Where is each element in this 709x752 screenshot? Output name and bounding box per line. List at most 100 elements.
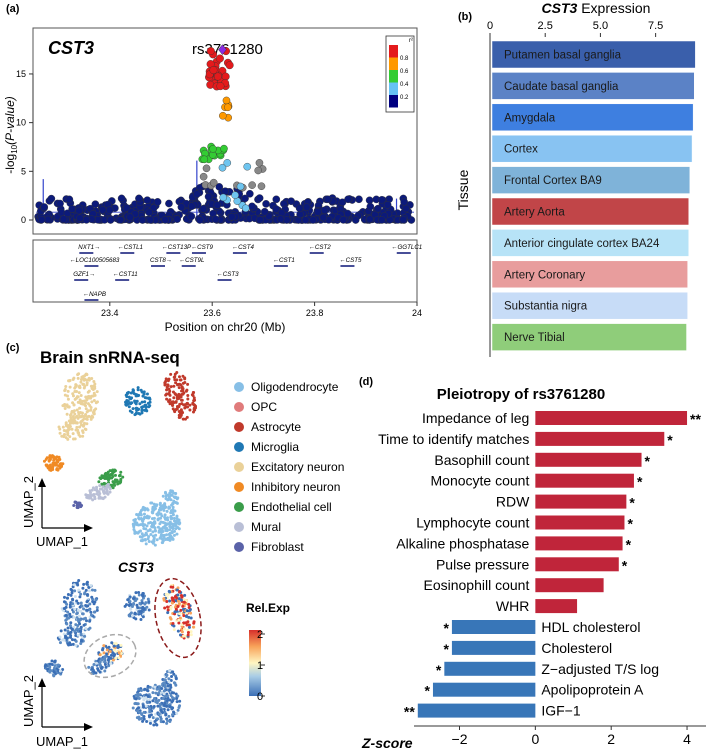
umap-expr-point: [76, 608, 80, 612]
umap-expr-point-mid: [119, 643, 123, 647]
celltype-legend-label: Inhibitory neuron: [251, 480, 340, 494]
umap-point-oligo: [171, 505, 175, 509]
umap-expr-point: [167, 677, 171, 681]
d-sig-marker: *: [667, 432, 673, 448]
umap-expr-point: [81, 612, 85, 616]
umap-point-oligo: [165, 533, 169, 537]
umap-point-excitatory: [71, 421, 75, 425]
umap-expr-point-high: [166, 605, 170, 609]
umap-point-oligo: [138, 535, 142, 539]
a-snp-point: [301, 216, 310, 224]
umap-point-microglia: [143, 396, 147, 400]
gene-label: ←GGTLC1: [391, 244, 422, 251]
a-snp-point: [213, 201, 222, 209]
umap-point-inhibitory: [46, 465, 50, 469]
umap-point-oligo: [163, 517, 167, 521]
umap-expr-point-high: [162, 597, 166, 601]
d-bar-label: Apolipoprotein A: [541, 682, 644, 698]
umap-expr-point: [129, 611, 133, 615]
umap-expr-point: [95, 661, 99, 665]
umap-point-oligo: [162, 533, 166, 537]
umap-point-microglia: [140, 411, 144, 415]
umap-expr-point: [79, 632, 83, 636]
umap-point-oligo: [147, 540, 151, 544]
a-snp-point: [211, 215, 220, 224]
panel-b-title-gene: CST3: [542, 0, 578, 16]
a-snp-point-red: [225, 61, 234, 70]
gene-label: ←CST1: [273, 257, 295, 264]
umap-point-endothelial: [113, 483, 117, 487]
umap-expr-point: [72, 583, 76, 587]
umap-point-excitatory: [86, 390, 90, 394]
umap-point-excitatory: [58, 427, 62, 431]
umap-point-astrocyte: [194, 404, 198, 408]
umap-expr-point: [71, 642, 75, 646]
umap-point-astrocyte: [181, 417, 185, 421]
umap-expr-point: [100, 665, 104, 669]
b-bar-label: Cortex: [504, 144, 538, 156]
umap-point-astrocyte: [175, 407, 179, 411]
umap-expr-point-high: [180, 595, 184, 599]
umap-expr-point: [70, 627, 74, 631]
umap-expr-point-high: [182, 600, 186, 604]
umap-point-microglia: [124, 400, 128, 404]
a-snp-point: [378, 196, 386, 204]
umap-expr-point: [131, 706, 135, 710]
umap-expr-point: [66, 610, 70, 614]
gene-label: ←CST9L: [179, 257, 205, 264]
umap-point-excitatory: [61, 425, 65, 429]
umap-point-inhibitory: [57, 458, 61, 462]
umap-point-endothelial: [118, 473, 122, 477]
a-snp-point-ltblue: [219, 193, 228, 202]
umap-expr-point-mid: [109, 653, 113, 657]
umap-expr-point: [152, 723, 156, 727]
umap-point-oligo: [148, 528, 152, 532]
umap-point-astrocyte: [177, 386, 181, 390]
umap-expr-point-high: [177, 597, 181, 601]
upper-umap2-label: UMAP_2: [21, 476, 36, 528]
umap-expr-point-high: [189, 633, 193, 637]
umap-expr-point: [76, 601, 80, 605]
b-bar: [491, 40, 696, 69]
celltype-legend-label: Excitatory neuron: [251, 460, 344, 474]
a-snp-point-red: [216, 82, 225, 91]
umap-expr-point: [160, 686, 164, 690]
umap-point-excitatory: [66, 426, 70, 430]
umap-point-excitatory: [77, 372, 81, 376]
umap-expr-point-high: [168, 590, 172, 594]
umap-expr-point: [168, 705, 172, 709]
umap-expr-point: [82, 582, 86, 586]
umap-point-inhibitory: [45, 456, 49, 460]
umap-expr-point: [151, 691, 155, 695]
gene-label: ←CST9: [191, 244, 214, 251]
umap-expr-point: [136, 605, 140, 609]
r2-legend-swatch: [389, 70, 398, 83]
umap-expr-point-high: [187, 623, 191, 627]
umap-expr-point-high: [178, 589, 182, 593]
umap-expr-point: [178, 704, 182, 708]
a-snp-point: [47, 194, 56, 203]
umap-expr-point: [69, 593, 73, 597]
umap-point-mural: [106, 482, 110, 486]
umap-point-oligo: [169, 509, 173, 513]
a-snp-point: [295, 204, 304, 213]
umap-point-microglia: [139, 388, 143, 392]
umap-expr-point: [167, 680, 171, 684]
umap-point-astrocyte: [181, 411, 185, 415]
umap-point-excitatory: [58, 431, 62, 435]
umap-point-inhibitory: [49, 455, 53, 459]
umap-expr-point: [82, 607, 86, 611]
umap-point-oligo: [168, 531, 172, 535]
umap-point-inhibitory: [51, 461, 55, 465]
panel-c-gene-title: CST3: [118, 559, 154, 575]
umap-point-astrocyte: [175, 404, 179, 408]
panel-c-umap-expression: [43, 579, 196, 727]
gene-label: CST8→: [150, 257, 172, 264]
umap-expr-point: [58, 635, 62, 639]
r2-legend-swatch: [389, 57, 398, 70]
a-snp-point: [135, 194, 143, 203]
umap-expr-point-high: [179, 608, 183, 612]
b-bar: [491, 103, 694, 132]
umap-expr-point: [142, 710, 146, 714]
panel-a-x-axis: 23.4 23.6 23.8 24: [101, 302, 422, 318]
